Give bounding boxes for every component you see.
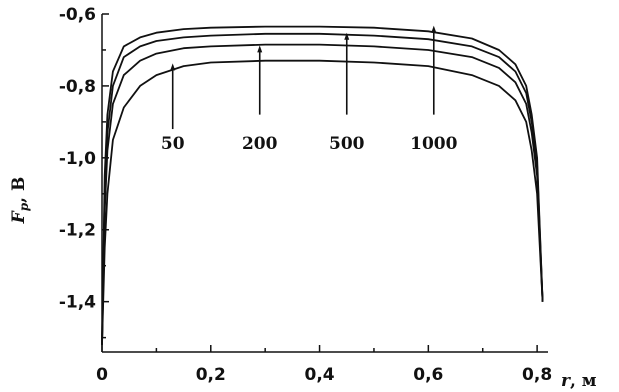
x-tick-label: 0,8 <box>522 365 552 385</box>
series-line-500 <box>101 32 544 345</box>
x-axis-label: r, м <box>561 371 597 391</box>
series-line-200 <box>101 43 544 345</box>
y-tick-label: -1,0 <box>59 149 96 169</box>
x-axis-label-unit: , м <box>570 371 597 391</box>
y-axis-label-sub: p <box>17 202 31 211</box>
x-tick-label: 0 <box>96 365 108 385</box>
x-tick-label: 0,2 <box>196 365 226 385</box>
annotations: 50 200 500 1000 <box>161 25 458 154</box>
series-line-1000 <box>101 25 544 345</box>
y-tick-label: -0,6 <box>59 5 96 25</box>
annotation-label-200: 200 <box>242 134 278 154</box>
y-axis-label: Fp, В <box>9 177 31 225</box>
series-line-50 <box>101 59 544 345</box>
annotation-arrowhead-1000 <box>431 25 437 33</box>
y-axis-label-unit: , В <box>9 177 29 203</box>
y-tick-label: -1,4 <box>59 293 96 313</box>
x-axis-label-var: r <box>561 371 571 391</box>
axes: -0,6 -0,8 -1,0 -1,2 -1,4 0 0,2 0,4 0,6 0,8 <box>59 5 552 385</box>
annotation-arrowhead-50 <box>170 63 176 71</box>
annotation-label-500: 500 <box>329 134 365 154</box>
annotation-arrowhead-500 <box>344 32 350 40</box>
annotation-label-50: 50 <box>161 134 185 154</box>
annotation-label-1000: 1000 <box>410 134 457 154</box>
y-tick-label: -1,2 <box>59 221 96 241</box>
annotation-arrowhead-200 <box>257 45 263 53</box>
curves <box>101 25 544 345</box>
y-tick-label: -0,8 <box>59 77 96 97</box>
x-tick-label: 0,6 <box>413 365 443 385</box>
y-axis-label-main: F <box>9 209 29 224</box>
x-tick-label: 0,4 <box>304 365 334 385</box>
